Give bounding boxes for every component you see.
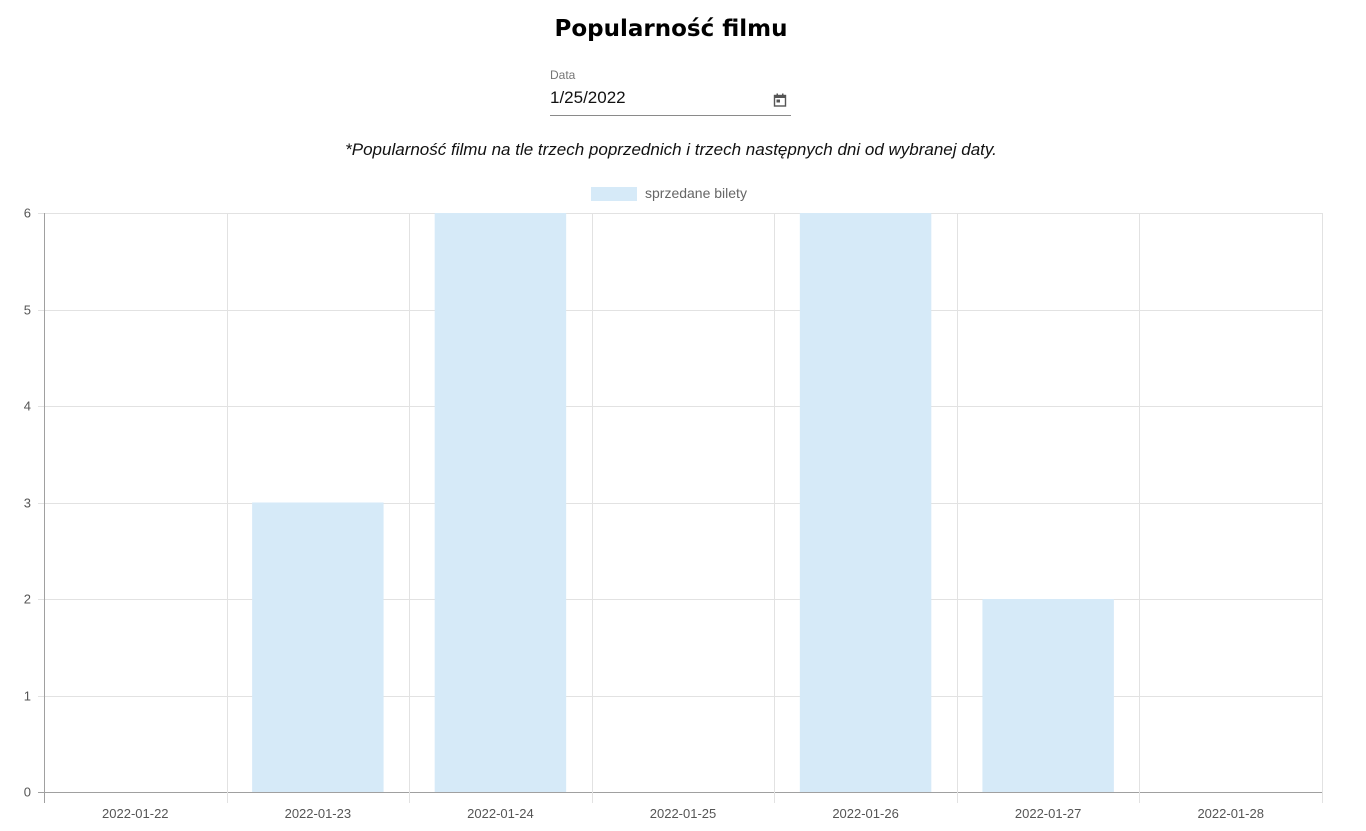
x-tick-label: 2022-01-23 [285,806,352,821]
calendar-icon[interactable] [773,93,787,107]
y-tick-label: 0 [24,785,31,800]
date-label: Data [550,68,576,82]
bar [982,599,1114,792]
bar [799,213,932,792]
x-tick-label: 2022-01-26 [832,806,899,821]
y-tick-label: 4 [24,399,31,414]
page-title: Popularność filmu [554,16,788,42]
y-tick-label: 6 [24,206,31,221]
x-tick-label: 2022-01-24 [467,806,534,821]
y-tick-label: 3 [24,496,31,511]
y-tick-label: 1 [24,689,31,704]
legend-label: sprzedane bilety [645,185,747,201]
x-tick-label: 2022-01-22 [102,806,169,821]
x-tick-label: 2022-01-28 [1197,806,1264,821]
bar [252,502,384,792]
legend-swatch [591,187,637,201]
x-tick-label: 2022-01-25 [650,806,717,821]
y-tick-label: 2 [24,592,31,607]
chart-note: *Popularność filmu na tle trzech poprzed… [345,140,997,159]
bar [434,213,567,792]
y-tick-label: 5 [24,303,31,318]
x-tick-label: 2022-01-27 [1015,806,1082,821]
date-input[interactable]: Data 1/25/2022 [550,66,791,116]
date-value[interactable]: 1/25/2022 [550,88,626,107]
